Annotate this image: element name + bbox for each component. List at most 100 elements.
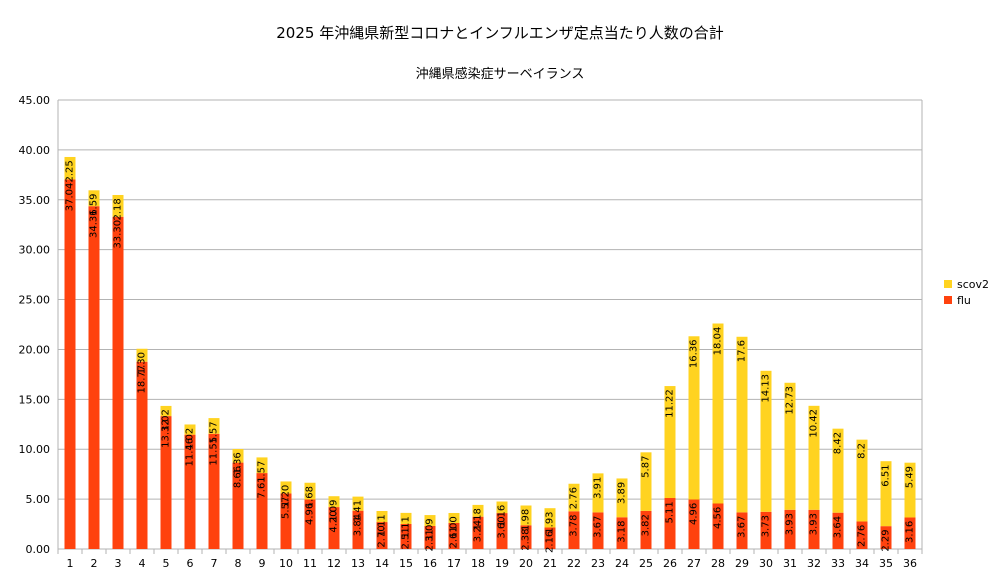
bar-flu [472,516,484,549]
bar-scov2 [784,382,796,510]
data-label-scov2: 1.20 [281,485,292,507]
bar-flu [280,493,292,549]
data-label-flu: 2.16 [545,531,556,553]
data-label-flu: 7.61 [257,476,268,498]
bar-scov2 [328,496,340,508]
data-label-flu: 3.93 [785,513,796,535]
data-label-scov2: 1.57 [209,421,220,443]
bar-flu [592,512,604,549]
bar-flu [112,216,124,550]
chart-title: 2025 年沖縄県新型コロナとインフルエンザ定点当たり人数の合計 [276,24,724,42]
x-tick-label: 17 [447,557,461,570]
bar-scov2 [736,336,748,513]
x-tick-label: 35 [879,557,893,570]
bar-scov2 [280,481,292,494]
bar-flu [352,510,364,549]
y-tick-label: 15.00 [19,393,51,406]
chart-subtitle: 沖縄県感染症サーベイランス [415,67,585,82]
x-tick-label: 19 [495,557,509,570]
x-tick-label: 33 [831,557,845,570]
bar-flu [520,525,532,549]
x-tick-label: 23 [591,557,605,570]
grid-lines [57,99,923,550]
bar-flu [760,511,772,549]
bar-flu [880,526,892,549]
data-label-scov2: 16.36 [689,339,700,368]
data-label-flu: 3.67 [737,516,748,538]
data-label-flu: 3.18 [617,521,628,543]
bar-scov2 [496,501,508,514]
data-label-scov2: 8.2 [857,443,868,459]
y-tick-label: 5.00 [26,493,51,506]
data-label-flu: 4.96 [305,503,316,525]
data-label-flu: 4.96 [689,503,700,525]
bar-flu [856,521,868,549]
x-tick-label: 26 [663,557,677,570]
bar-flu [328,507,340,549]
y-tick-label: 30.00 [19,244,51,257]
bar-flu [496,513,508,549]
bar-scov2 [640,452,652,511]
data-label-scov2: 1.30 [137,352,148,374]
y-tick-label: 40.00 [19,144,51,157]
data-label-scov2: 3.89 [617,482,628,504]
bar-scov2 [352,496,364,511]
x-tick-label: 15 [399,557,413,570]
bar-scov2 [304,482,316,500]
data-label-flu: 2.76 [857,525,868,547]
bar-scov2 [136,348,148,362]
data-label-scov2: 17.6 [737,340,748,362]
bar-flu [712,503,724,549]
y-tick-label: 0.00 [26,543,51,556]
bar-flu [184,434,196,549]
bar-scov2 [856,439,868,522]
y-tick-label: 45.00 [19,94,51,107]
data-label-flu: 3.82 [641,514,652,536]
data-label-scov2: 2.18 [113,198,124,220]
bar-flu [904,517,916,549]
data-label-scov2: 1.09 [425,518,436,540]
data-label-flu: 13.32 [161,419,172,448]
x-tick-label: 22 [567,557,581,570]
data-label-scov2: 1.02 [185,428,196,450]
x-tick-label: 32 [807,557,821,570]
bar-scov2 [232,449,244,463]
data-label-flu: 4.20 [329,510,340,532]
data-label-scov2: 1.41 [353,500,364,522]
data-label-flu: 11.55 [209,437,220,466]
data-label-scov2: 1.98 [521,509,532,531]
x-tick-label: 5 [163,557,170,570]
data-label-flu: 2.61 [449,526,460,548]
bar-scov2 [808,405,820,510]
bar-flu [568,511,580,549]
data-label-flu: 2.29 [881,529,892,551]
x-tick-label: 25 [639,557,653,570]
bar-scov2 [208,418,220,434]
data-label-scov2: 6.51 [881,464,892,486]
data-label-flu: 34.36 [89,209,100,238]
x-tick-label: 29 [735,557,749,570]
x-tick-label: 34 [855,557,869,570]
data-label-scov2: 1.57 [257,461,268,483]
x-tick-label: 27 [687,557,701,570]
bar-flu [304,499,316,549]
bar-flu [544,527,556,549]
data-label-scov2: 8.42 [833,432,844,454]
bar-flu [400,523,412,549]
data-label-scov2: 1.36 [233,452,244,474]
x-tick-label: 18 [471,557,485,570]
bar-flu [232,462,244,549]
data-label-scov2: 1.59 [89,194,100,216]
bar-scov2 [64,156,76,180]
data-label-scov2: 1.68 [305,486,316,508]
legend-label-scov2: scov2 [957,277,990,291]
bar-scov2 [616,478,628,518]
data-label-flu: 2.51 [401,527,412,549]
data-label-flu: 3.67 [593,516,604,538]
bar-scov2 [424,515,436,526]
data-label-flu: 8.66 [233,466,244,488]
bar-scov2 [664,386,676,499]
data-label-scov2: 1.16 [497,505,508,527]
legend-swatch-scov2 [944,280,952,288]
x-tick-label: 7 [211,557,218,570]
